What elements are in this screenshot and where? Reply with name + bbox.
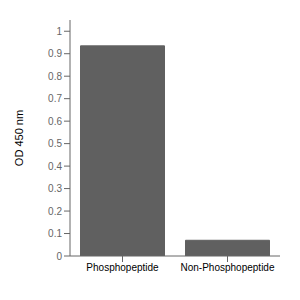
svg-text:1: 1: [56, 26, 62, 37]
svg-text:0.3: 0.3: [48, 183, 62, 194]
svg-text:0.1: 0.1: [48, 228, 62, 239]
svg-text:0.6: 0.6: [48, 116, 62, 127]
svg-text:0.2: 0.2: [48, 206, 62, 217]
svg-text:Non-Phosphopeptide: Non-Phosphopeptide: [181, 262, 275, 273]
svg-text:Phosphopeptide: Phosphopeptide: [86, 262, 159, 273]
svg-text:0.5: 0.5: [48, 138, 62, 149]
svg-text:0: 0: [56, 251, 62, 262]
svg-text:OD 450 nm: OD 450 nm: [13, 110, 25, 166]
svg-text:0.9: 0.9: [48, 48, 62, 59]
svg-text:0.4: 0.4: [48, 161, 62, 172]
svg-text:0.7: 0.7: [48, 93, 62, 104]
svg-text:0.8: 0.8: [48, 71, 62, 82]
